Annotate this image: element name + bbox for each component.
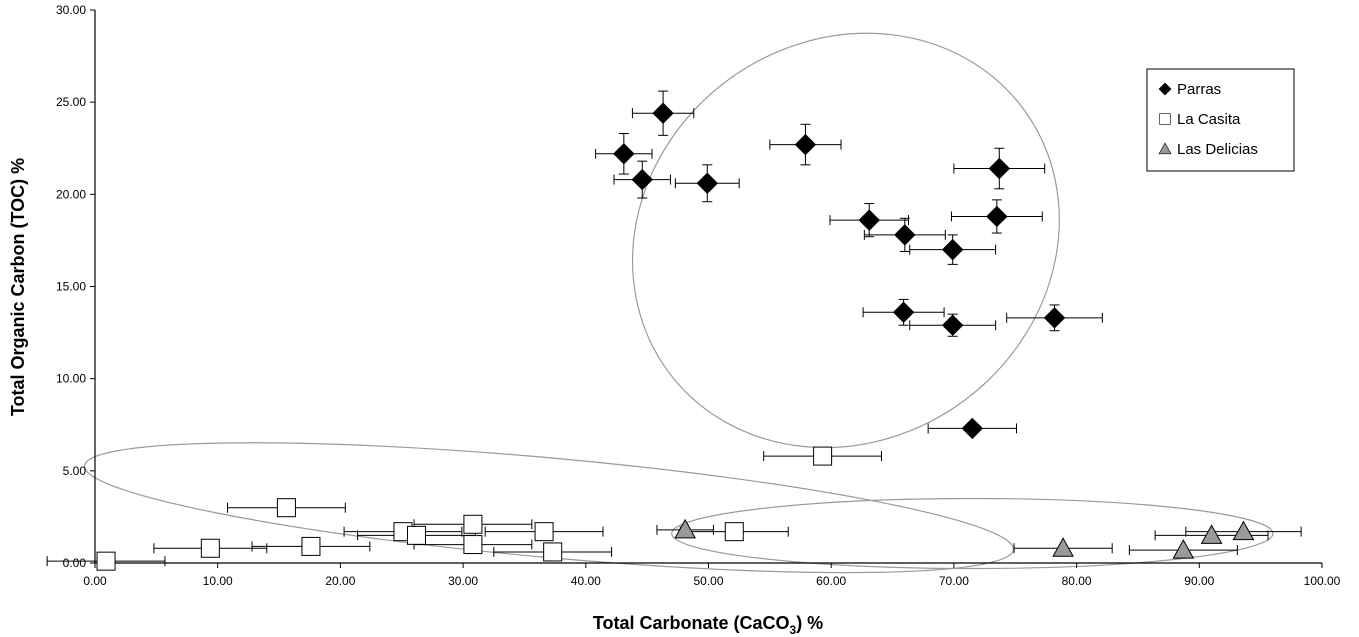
point-parras [941,238,964,261]
data-points [96,102,1255,571]
point-parras [858,209,880,231]
cluster-ellipse-1 [631,32,1060,449]
y-tick-label: 15.00 [56,280,86,294]
tick-labels: 0.00 10.00 20.00 30.00 40.00 50.00 60.00 70.00 8… [56,3,1341,588]
x-tick-label: 30.00 [448,574,478,588]
y-tick-label: 10.00 [56,372,86,386]
x-tick-label: 50.00 [693,574,723,588]
x-tick-label: 40.00 [571,574,601,588]
point-parras [613,143,635,165]
x-tick-label: 100.00 [1304,574,1341,588]
legend-entry-las-delicias: Las Delicias [1158,141,1258,158]
x-tick-label: 60.00 [816,574,846,588]
point-parras [631,168,653,191]
legend-marker-parras [1158,82,1172,96]
point-las-delicias [1200,524,1223,544]
point-parras [961,417,984,440]
y-tick-label: 20.00 [56,187,86,201]
legend-marker-la-casita [1159,113,1171,125]
point-la-casita [724,522,744,542]
legend-entry-la-casita: La Casita [1159,111,1241,128]
point-la-casita [534,522,554,542]
point-la-casita [301,536,321,556]
y-axis-title: Total Organic Carbon (TOC) % [8,158,28,416]
point-las-delicias [1232,520,1255,541]
legend-label-la-casita: La Casita [1177,111,1241,128]
point-la-casita [276,498,296,518]
point-parras [652,102,674,124]
x-tick-label: 80.00 [1062,574,1092,588]
point-parras [894,224,916,246]
point-la-casita [543,542,563,562]
legend: Parras La Casita Las Delicias [1146,68,1295,172]
x-tick-label: 70.00 [939,574,969,588]
cluster-ellipse-2 [83,442,1014,574]
x-tick-label: 90.00 [1184,574,1214,588]
x-tick-label: 0.00 [83,574,107,588]
y-tick-label: 25.00 [56,95,86,109]
point-parras [892,301,915,324]
cluster-ellipses [83,32,1274,574]
point-la-casita [463,514,483,534]
point-las-delicias [674,518,697,539]
y-tick-label: 30.00 [56,3,86,17]
point-parras [696,172,718,194]
point-parras [988,157,1011,180]
error-bars [46,90,1302,567]
point-las-delicias [1172,539,1195,559]
legend-marker-las-delicias [1158,142,1172,155]
x-tick-label: 20.00 [325,574,355,588]
legend-entry-parras: Parras [1158,81,1221,98]
point-las-delicias [1052,537,1074,557]
cluster-ellipse-3 [671,497,1274,570]
x-axis-title: Total Carbonate (CaCO3) % [593,613,823,637]
point-la-casita [463,535,483,555]
y-tick-label: 5.00 [63,464,87,478]
point-parras [941,314,964,336]
point-parras [794,133,817,156]
legend-label-parras: Parras [1177,81,1221,98]
y-tick-label: 0.00 [63,556,87,570]
point-la-casita [200,538,220,558]
x-tick-label: 10.00 [203,574,233,588]
point-la-casita [406,525,426,545]
legend-label-las-delicias: Las Delicias [1177,141,1258,158]
legend-box [1146,68,1295,172]
point-la-casita [813,446,833,466]
point-parras [1043,307,1066,329]
axes [94,10,1322,564]
point-la-casita [96,551,116,571]
point-parras [986,205,1008,228]
